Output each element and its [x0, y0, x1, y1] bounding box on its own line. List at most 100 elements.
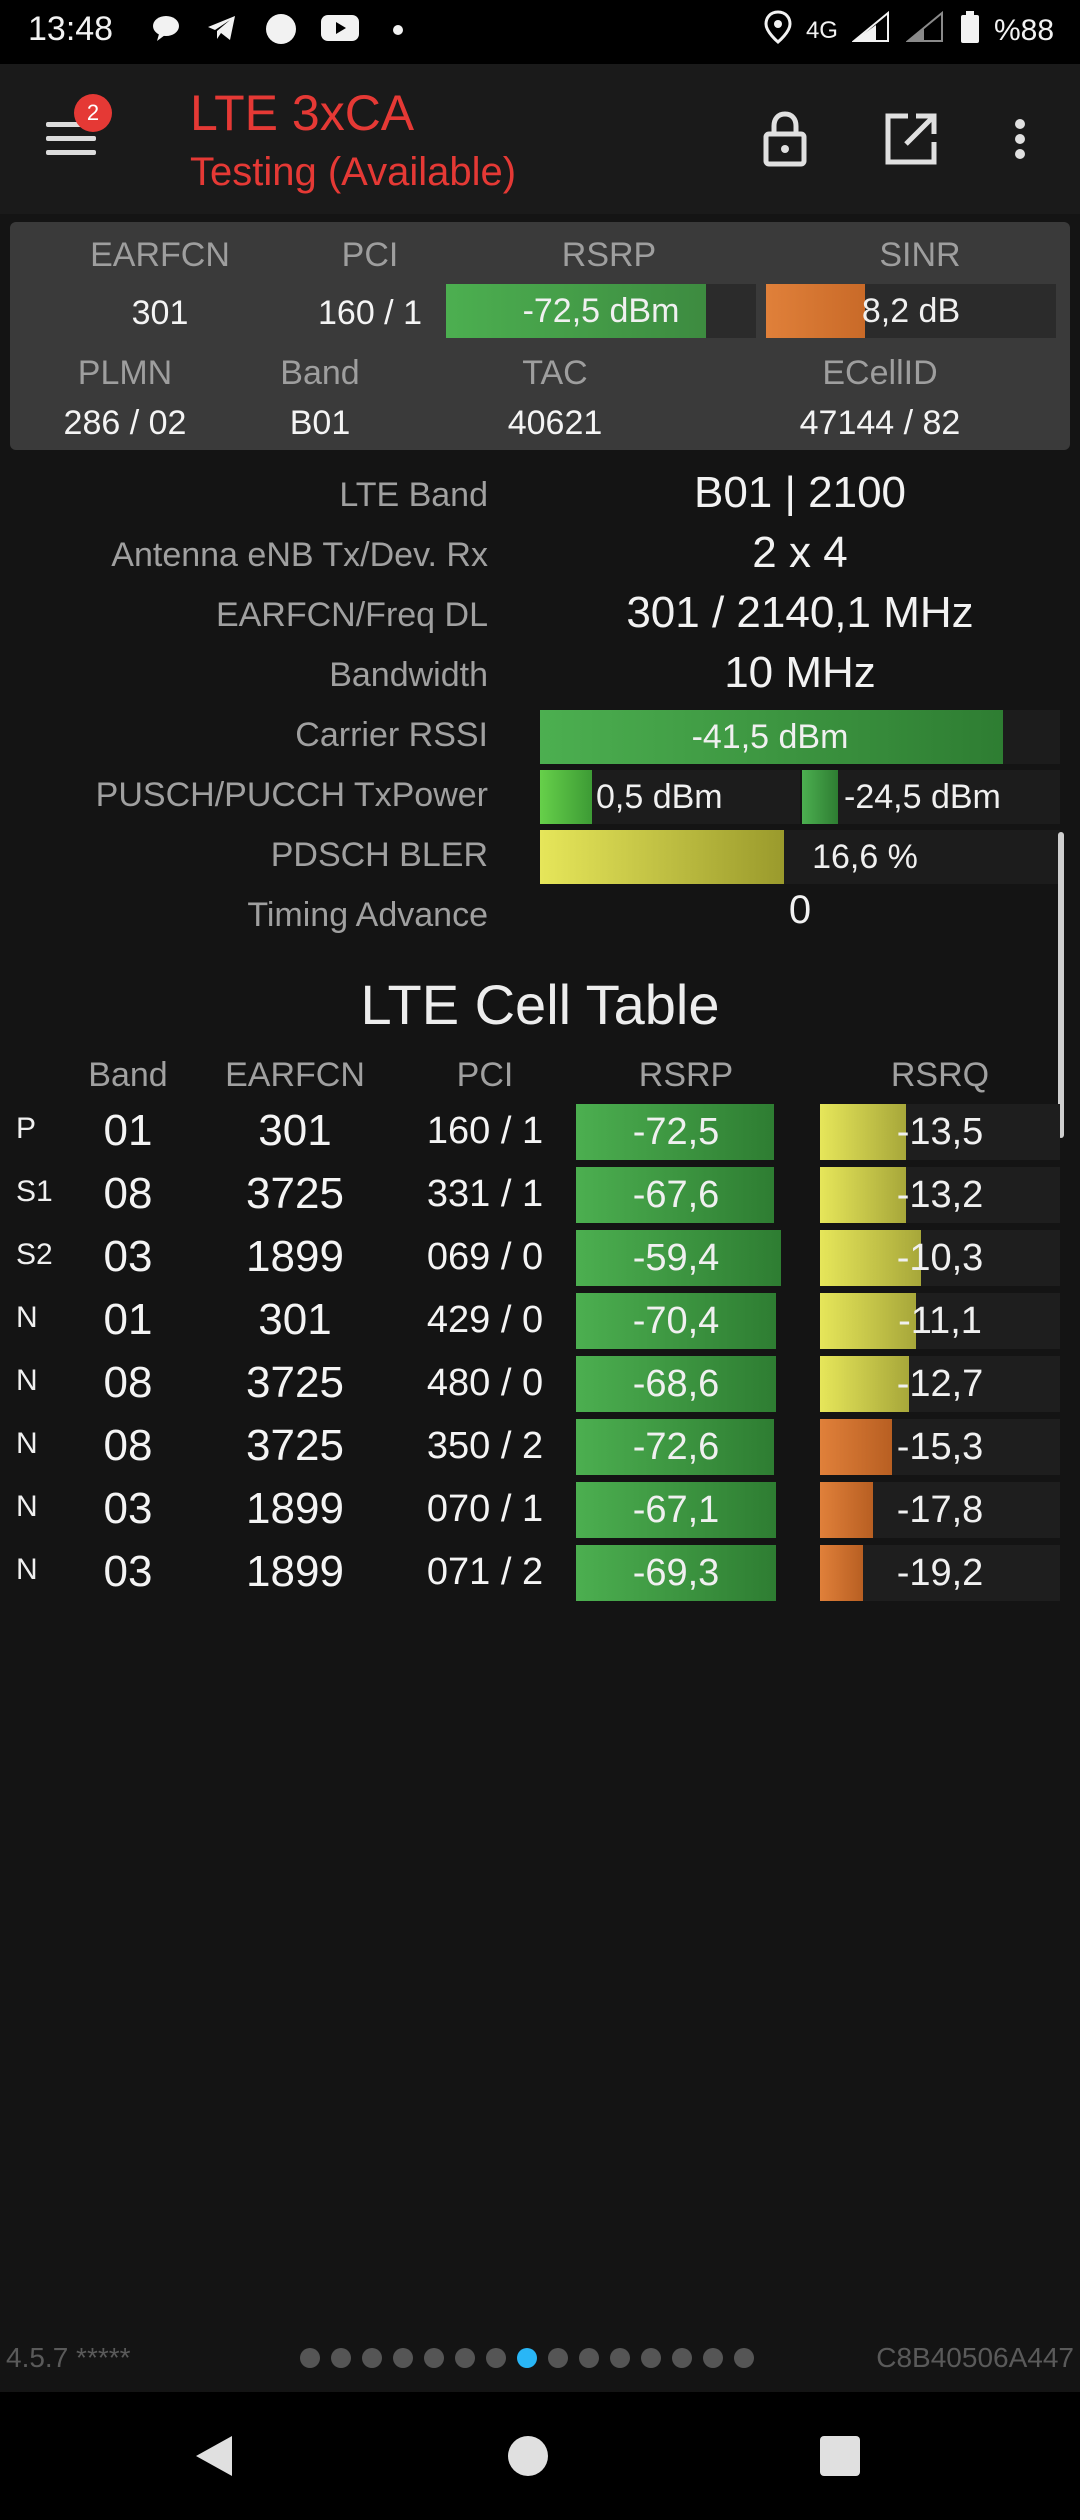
page-dot[interactable]: [703, 2348, 723, 2368]
page-dot[interactable]: [579, 2348, 599, 2368]
rsrp-bar-fill: [446, 284, 707, 338]
table-row: N 03 1899 071 / 2 -69,3 -19,2: [0, 1545, 1080, 1603]
cell-earfcn: 1899: [246, 1232, 344, 1281]
cell-rsrp: -67,6: [632, 1174, 720, 1216]
cell-rsrp-fill: [576, 1230, 781, 1286]
battery-icon: [960, 10, 980, 52]
menu-button[interactable]: [46, 112, 100, 166]
col-rsrq: RSRQ: [890, 1056, 990, 1094]
earfcn-value: 301: [131, 294, 189, 332]
open-external-icon: [885, 113, 937, 165]
page-dot[interactable]: [610, 2348, 630, 2368]
page-dot-active[interactable]: [517, 2348, 537, 2368]
notification-badge: 2: [74, 94, 112, 132]
signal-icon: [851, 10, 892, 51]
youtube-icon: [320, 12, 360, 52]
signal-secondary-icon: [905, 10, 946, 51]
sinr-bar-fill: [766, 284, 865, 338]
cell-earfcn: 301: [258, 1106, 332, 1155]
cell-rsrp-bar: -68,6: [576, 1356, 796, 1412]
lte-band-label: LTE Band: [339, 476, 488, 514]
scrollbar[interactable]: [1058, 832, 1064, 1138]
more-vert-icon: [1015, 119, 1025, 159]
table-row: P 01 301 160 / 1 -72,5 -13,5: [0, 1104, 1080, 1162]
page-dot[interactable]: [486, 2348, 506, 2368]
cell-pci: 069 / 0: [426, 1236, 544, 1278]
table-row: N 01 301 429 / 0 -70,4 -11,1: [0, 1293, 1080, 1351]
cell-rsrq-fill: [820, 1356, 909, 1412]
bandwidth-value: 10 MHz: [724, 648, 876, 697]
back-icon[interactable]: [196, 2436, 232, 2476]
cell-rsrp: -72,6: [632, 1426, 720, 1468]
cell-pci: 429 / 0: [426, 1299, 544, 1341]
plmn-value: 286 / 02: [63, 404, 187, 442]
table-row: S2 03 1899 069 / 0 -59,4 -10,3: [0, 1230, 1080, 1288]
cell-band: 08: [103, 1358, 153, 1407]
cell-rsrq-bar: -17,8: [820, 1482, 1060, 1538]
header-pci: PCI: [341, 236, 399, 274]
page-dot[interactable]: [641, 2348, 661, 2368]
bler-bar-fill: [540, 830, 785, 884]
serving-cell-card: EARFCN PCI RSRP SINR 301 160 / 1 -72,5 d…: [10, 222, 1070, 450]
recents-icon[interactable]: [820, 2436, 860, 2476]
cell-type: N: [16, 1490, 38, 1523]
location-icon: [764, 10, 792, 52]
bandwidth-label: Bandwidth: [329, 656, 488, 694]
app-title: LTE 3xCA: [190, 85, 415, 141]
cell-rsrp: -69,3: [632, 1552, 720, 1594]
cell-table-title: LTE Cell Table: [360, 973, 720, 1036]
rsrp-bar: -72,5 dBm: [446, 284, 756, 338]
pusch-bar-fill: [540, 770, 592, 824]
pusch-bar: 0,5 dBm: [540, 770, 800, 824]
cell-rsrp-fill: [576, 1167, 774, 1223]
page-dot[interactable]: [362, 2348, 382, 2368]
cell-type: S2: [16, 1238, 53, 1271]
bler-bar: 16,6 %: [540, 830, 1060, 884]
page-indicator[interactable]: [300, 2348, 754, 2368]
antenna-label: Antenna eNB Tx/Dev. Rx: [111, 536, 488, 574]
col-band: Band: [88, 1056, 168, 1094]
cell-band: 01: [103, 1295, 153, 1344]
col-pci: PCI: [456, 1056, 514, 1094]
pucch-bar-fill: [802, 770, 839, 824]
page-dot[interactable]: [424, 2348, 444, 2368]
header-ecellid: ECellID: [822, 354, 938, 392]
cell-rsrp-bar: -59,4: [576, 1230, 796, 1286]
cell-earfcn: 3725: [246, 1421, 344, 1470]
cell-pci: 160 / 1: [426, 1110, 544, 1152]
page-dot[interactable]: [300, 2348, 320, 2368]
header-band: Band: [280, 354, 360, 392]
page-dot[interactable]: [393, 2348, 413, 2368]
header-sinr: SINR: [879, 236, 961, 274]
page-dot[interactable]: [672, 2348, 692, 2368]
cell-band: 08: [103, 1421, 153, 1470]
band-value: B01: [289, 404, 351, 442]
page-dot[interactable]: [331, 2348, 351, 2368]
cell-rsrp-fill: [576, 1104, 774, 1160]
carrier-rssi-bar-fill: [540, 710, 1003, 764]
page-dot[interactable]: [548, 2348, 568, 2368]
cell-pci: 331 / 1: [426, 1173, 544, 1215]
cell-rsrp-bar: -70,4: [576, 1293, 796, 1349]
pusch-value: 0,5 dBm: [596, 778, 723, 816]
cell-rsrq: -17,8: [896, 1489, 984, 1531]
telegram-icon: [206, 12, 238, 52]
app-bar: 2 LTE 3xCA Testing (Available): [0, 64, 1080, 214]
lock-icon: [763, 111, 807, 167]
cell-type: N: [16, 1364, 38, 1397]
open-external-button[interactable]: [876, 104, 946, 174]
lock-button[interactable]: [750, 104, 820, 174]
network-type: 4G: [805, 17, 838, 44]
page-dot[interactable]: [455, 2348, 475, 2368]
cell-rsrq: -11,1: [898, 1300, 982, 1342]
page-dot[interactable]: [734, 2348, 754, 2368]
cell-rsrq: -10,3: [896, 1237, 984, 1279]
cell-rsrq: -19,2: [896, 1552, 984, 1594]
cell-band: 08: [103, 1169, 153, 1218]
carrier-rssi-bar: -41,5 dBm: [540, 710, 1060, 764]
timing-advance-value: 0: [788, 888, 812, 932]
more-options-button[interactable]: [1000, 104, 1040, 174]
col-rsrp: RSRP: [638, 1056, 734, 1094]
sinr-value: 8,2 dB: [861, 292, 961, 330]
home-icon[interactable]: [508, 2436, 548, 2476]
